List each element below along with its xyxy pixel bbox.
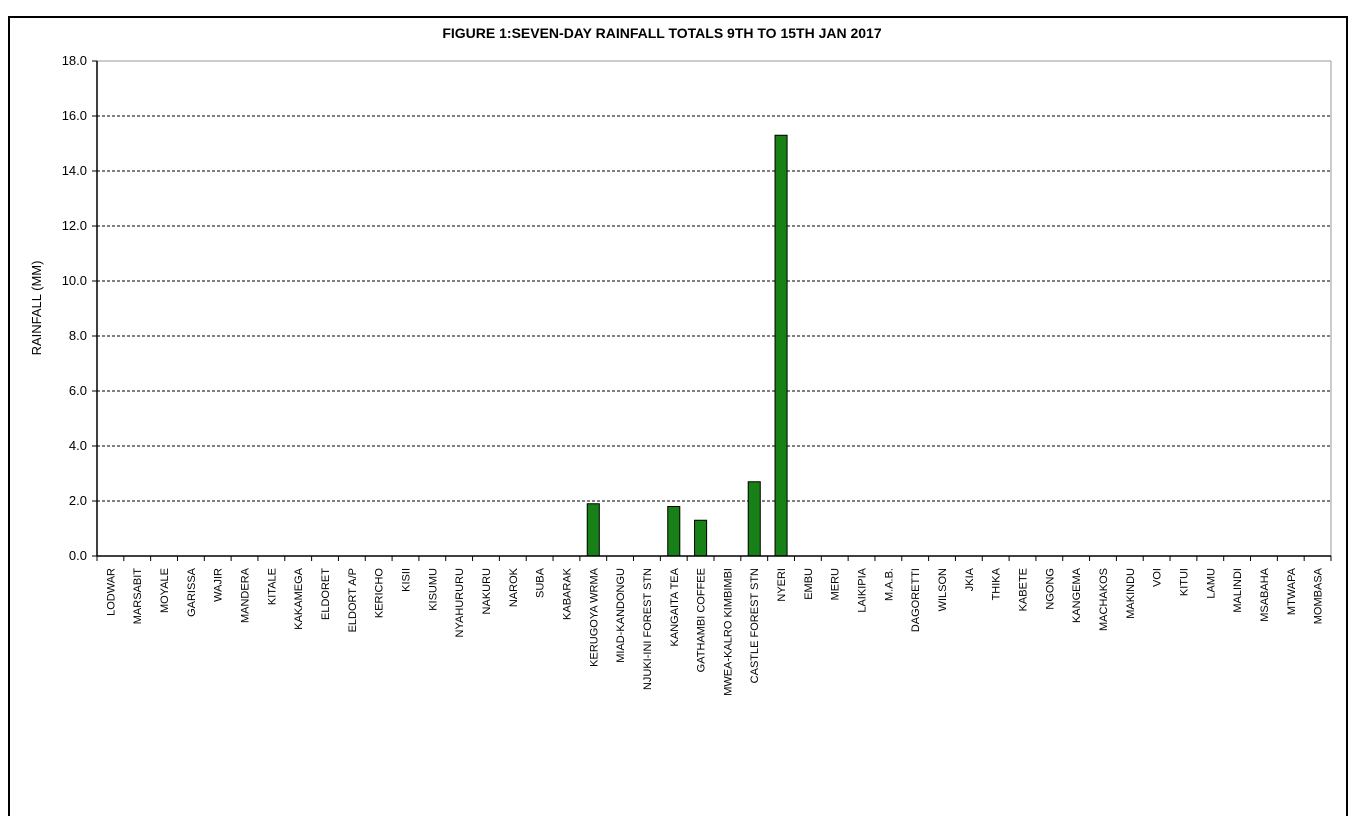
x-tick-label-30: DAGORETTI (910, 568, 922, 632)
x-tick-label-26: EMBU (803, 568, 815, 600)
gridlines (97, 60, 1331, 502)
x-tick-label-45: MOMBASA (1313, 567, 1325, 624)
y-tick-label-9: 18.0 (62, 53, 87, 68)
y-tick-label-1: 2.0 (69, 493, 87, 508)
x-tick-label-16: SUBA (535, 567, 547, 598)
x-tick-label-24: CASTLE FOREST STN (749, 568, 761, 683)
x-tick-label-9: ELDORT A/P (347, 568, 359, 632)
x-tick-label-18: KERUGOYA WRMA (588, 567, 600, 666)
x-tick-label-0: LODWAR (105, 568, 117, 616)
y-tick-label-2: 4.0 (69, 438, 87, 453)
x-tick-label-36: KANGEMA (1071, 567, 1083, 623)
x-tick-label-12: KISUMU (427, 568, 439, 611)
x-tick-label-7: KAKAMEGA (293, 567, 305, 629)
x-tick-label-14: NAKURU (481, 568, 493, 615)
x-tick-label-23: MWEA-KALRO KIMBIMBI (722, 568, 734, 696)
bar-castle-forest-stn (747, 481, 761, 557)
y-tick-labels: 0.0 2.0 4.0 6.0 8.0 10.0 12.0 14.0 16.0 18.0 (62, 53, 87, 563)
chart-frame (8, 16, 1348, 816)
chart-title: FIGURE 1:SEVEN-DAY RAINFALL TOTALS 9TH T… (442, 25, 881, 41)
x-tick-label-33: THIKA (991, 567, 1003, 600)
x-tick-label-42: MALINDI (1232, 568, 1244, 613)
x-tick-label-20: NJUKI-INI FOREST STN (642, 568, 654, 690)
x-tick-label-28: LAIKIPIA (857, 567, 869, 612)
bar-kangaita-tea (667, 506, 681, 557)
x-tick-label-13: NYAHURURU (454, 568, 466, 638)
x-tick-label-40: KITUI (1178, 568, 1190, 596)
x-tick-label-34: KABETE (1018, 568, 1030, 611)
x-tick-label-41: LAMU (1205, 568, 1217, 599)
x-tick-label-27: MERU (830, 568, 842, 600)
bar-nyeri (774, 134, 788, 557)
x-tick-label-43: MSABAHA (1259, 567, 1271, 621)
x-tick-labels: LODWAR MARSABIT MOYALE GARISSA WAJIR MANDERA K… (105, 567, 1324, 695)
y-tick-label-4: 8.0 (69, 328, 87, 343)
x-tick-label-15: NAROK (508, 567, 520, 607)
x-tick-label-8: ELDORET (320, 568, 332, 620)
x-tick-label-21: KANGAITA TEA (669, 567, 681, 646)
y-tick-label-0: 0.0 (69, 548, 87, 563)
x-tick-label-19: MIAD-KANDONGU (615, 568, 627, 663)
x-tick-label-5: MANDERA (240, 567, 252, 623)
x-tick-label-3: GARISSA (186, 567, 198, 617)
x-tick-label-2: MOYALE (159, 568, 171, 613)
x-tick-label-17: KABARAK (561, 567, 573, 620)
x-tick-label-11: KISII (401, 568, 413, 592)
x-tick-label-29: M.A.B. (883, 568, 895, 601)
y-tick-label-8: 16.0 (62, 108, 87, 123)
x-tick-label-31: WILSON (937, 568, 949, 611)
bar-kerugoya-wrma (586, 503, 600, 557)
x-tick-label-22: GATHAMBI COFFEE (696, 568, 708, 672)
bar-gathambi-coffee (694, 519, 708, 557)
axes (92, 60, 1332, 561)
x-tick-label-10: KERICHO (374, 568, 386, 619)
x-tick-label-6: KITALE (266, 568, 278, 605)
x-tick-label-44: MTWAPA (1286, 567, 1298, 615)
x-tick-label-25: NYERI (776, 568, 788, 602)
x-tick-label-38: MAKINDU (1125, 568, 1137, 619)
x-tick-label-32: JKIA (964, 567, 976, 591)
x-tick-label-4: WAJIR (213, 568, 225, 602)
x-tick-label-37: MACHAKOS (1098, 568, 1110, 631)
x-tick-label-35: NGONG (1044, 568, 1056, 610)
y-axis-label: RAINFALL (MM) (29, 261, 44, 356)
bars (586, 134, 788, 557)
x-tick-label-39: VOI (1152, 568, 1164, 587)
y-tick-label-3: 6.0 (69, 383, 87, 398)
x-tick-label-1: MARSABIT (132, 568, 144, 625)
y-tick-label-5: 10.0 (62, 273, 87, 288)
y-tick-label-7: 14.0 (62, 163, 87, 178)
y-tick-label-6: 12.0 (62, 218, 87, 233)
